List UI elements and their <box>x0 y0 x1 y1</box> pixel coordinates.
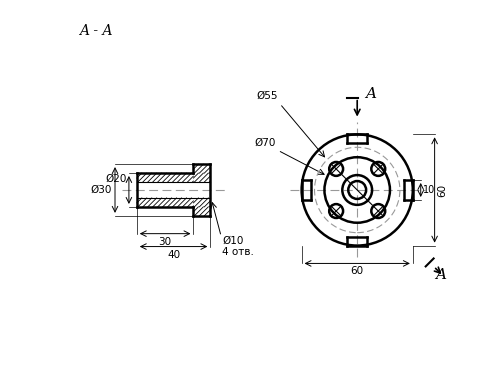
Text: 4 отв.: 4 отв. <box>222 246 254 256</box>
Text: Ø20: Ø20 <box>106 174 127 184</box>
Text: 10: 10 <box>422 185 435 195</box>
Text: A - A: A - A <box>80 24 113 38</box>
Text: Ø10: Ø10 <box>222 236 244 246</box>
Text: 60: 60 <box>350 266 364 276</box>
Text: 40: 40 <box>167 249 180 259</box>
Text: Ø55: Ø55 <box>256 91 278 101</box>
Bar <box>137 173 194 207</box>
Text: 30: 30 <box>158 237 172 247</box>
Text: A: A <box>436 268 446 282</box>
Text: A: A <box>365 87 376 101</box>
Text: Ø70: Ø70 <box>254 137 276 147</box>
Text: 60: 60 <box>438 183 448 196</box>
Bar <box>194 164 210 216</box>
Text: Ø30: Ø30 <box>90 185 112 195</box>
